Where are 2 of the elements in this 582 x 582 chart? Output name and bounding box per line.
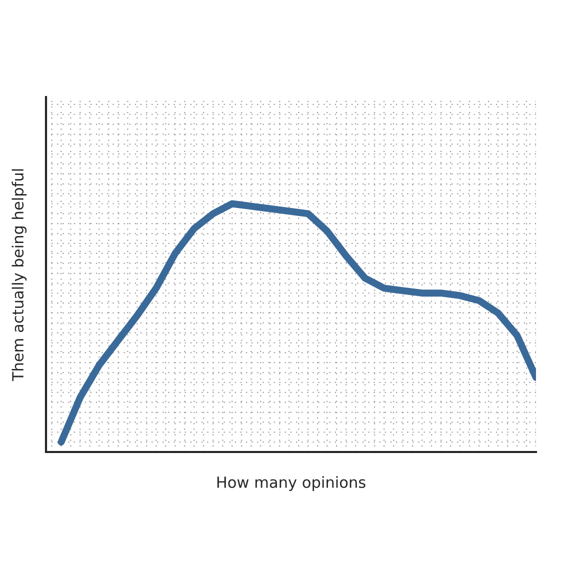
y-axis-title: Them actually being helpful	[12, 169, 27, 382]
x-axis-title: How many opinions	[217, 476, 366, 491]
